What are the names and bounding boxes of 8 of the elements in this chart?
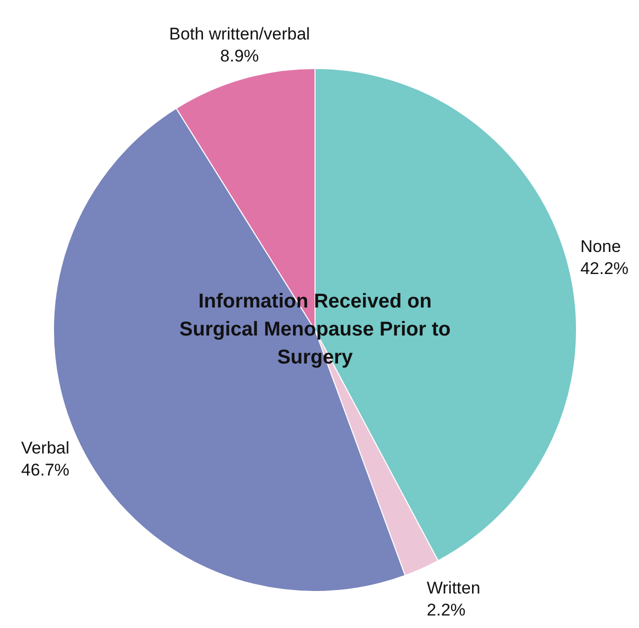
- data-label: 8.9%: [220, 46, 259, 66]
- data-label: 2.2%: [426, 600, 466, 620]
- slice-label: None: [580, 237, 621, 256]
- data-label: 42.2%: [580, 259, 629, 278]
- slice-label: Verbal: [21, 438, 70, 458]
- slice-label: Written: [426, 578, 480, 598]
- slice-label: Both written/verbal: [169, 24, 310, 44]
- data-label: 46.7%: [21, 460, 70, 480]
